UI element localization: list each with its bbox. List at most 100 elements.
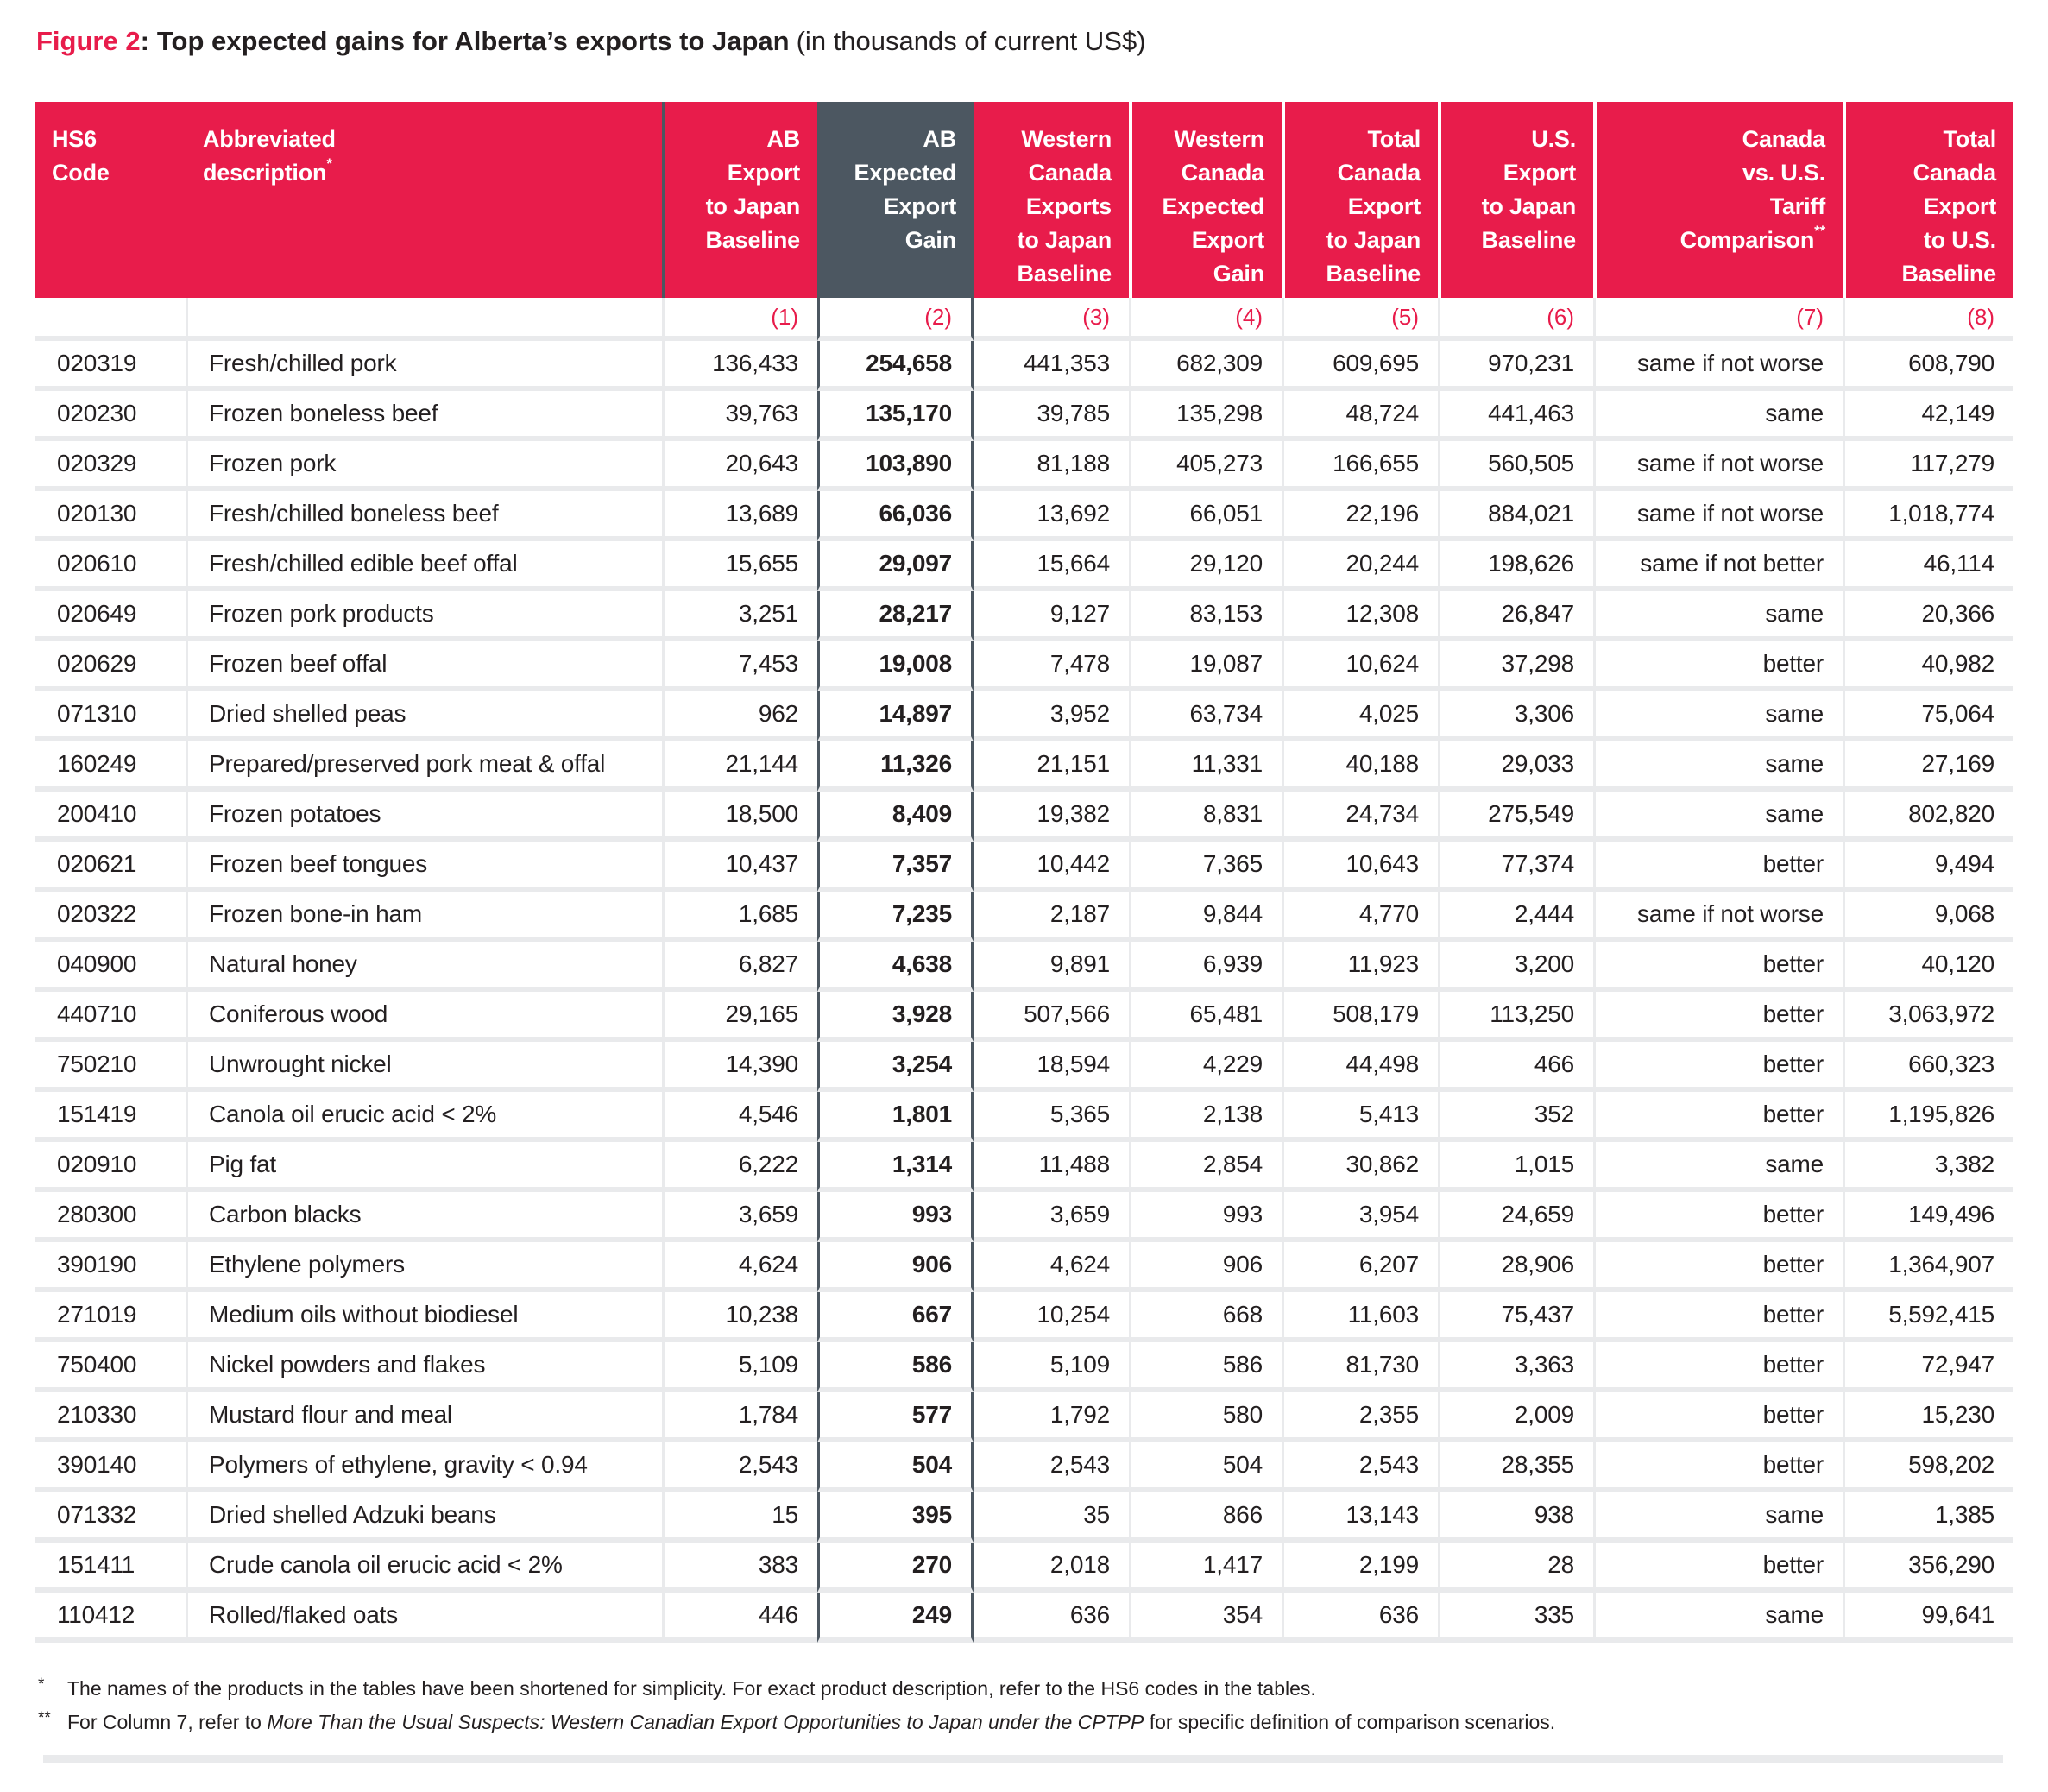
cell-wc_base: 9,891 <box>974 942 1129 992</box>
cell-wc_base: 2,543 <box>974 1442 1129 1492</box>
cell-desc: Frozen beef offal <box>186 641 662 691</box>
cell-ab_gain: 8,409 <box>817 792 974 842</box>
cell-tariff: same <box>1593 691 1843 741</box>
header-footnote-marker: ** <box>1814 223 1825 239</box>
cell-wc_base: 21,151 <box>974 741 1129 792</box>
cell-ab_base: 10,437 <box>662 842 817 892</box>
cell-ca_base: 13,143 <box>1282 1492 1438 1543</box>
cell-code: 020329 <box>35 441 186 491</box>
cell-us_base: 3,306 <box>1438 691 1593 741</box>
figure-title-text: Top expected gains for Alberta’s exports… <box>156 26 790 56</box>
cell-ab_base: 15,655 <box>662 541 817 591</box>
cell-ca_base: 4,025 <box>1282 691 1438 741</box>
cell-code: 440710 <box>35 992 186 1042</box>
cell-ab_gain: 993 <box>817 1192 974 1242</box>
cell-desc: Crude canola oil erucic acid < 2% <box>186 1543 662 1593</box>
cell-wc_gain: 354 <box>1129 1593 1282 1643</box>
table-row: 750210 Unwrought nickel 14,390 3,254 18,594 4… <box>35 1042 2013 1092</box>
cell-code: 020319 <box>35 341 186 391</box>
cell-ab_base: 4,546 <box>662 1092 817 1142</box>
table-row: 071332 Dried shelled Adzuki beans 15 395 35 8… <box>35 1492 2013 1543</box>
cell-desc: Ethylene polymers <box>186 1242 662 1292</box>
cell-wc_base: 441,353 <box>974 341 1129 391</box>
column-number-tariff: (7) <box>1593 298 1843 341</box>
cell-wc_base: 19,382 <box>974 792 1129 842</box>
cell-us_base: 335 <box>1438 1593 1593 1643</box>
table-row: 151419 Canola oil erucic acid < 2% 4,546 1,… <box>35 1092 2013 1142</box>
table-row: 020322 Frozen bone-in ham 1,685 7,235 2,187 9… <box>35 892 2013 942</box>
header-row: HS6 Code Abbreviated description* AB Expor… <box>35 102 2013 298</box>
cell-tariff: better <box>1593 1242 1843 1292</box>
cell-ab_gain: 1,801 <box>817 1092 974 1142</box>
cell-wc_base: 2,187 <box>974 892 1129 942</box>
cell-us_base: 28 <box>1438 1543 1593 1593</box>
table-row: 020629 Frozen beef offal 7,453 19,008 7,478 1… <box>35 641 2013 691</box>
cell-ab_gain: 254,658 <box>817 341 974 391</box>
cell-ab_gain: 29,097 <box>817 541 974 591</box>
column-header-ca_base: Total Canada Export to Japan Baseline <box>1282 102 1438 298</box>
cell-desc: Mustard flour and meal <box>186 1392 662 1442</box>
cell-ab_base: 1,685 <box>662 892 817 942</box>
cell-us_base: 2,444 <box>1438 892 1593 942</box>
cell-wc_gain: 866 <box>1129 1492 1282 1543</box>
cell-tariff: better <box>1593 641 1843 691</box>
cell-ab_gain: 586 <box>817 1342 974 1392</box>
cell-tariff: same <box>1593 1593 1843 1643</box>
cell-ca_us: 9,494 <box>1843 842 2013 892</box>
cell-tariff: better <box>1593 1192 1843 1242</box>
cell-ab_gain: 249 <box>817 1593 974 1643</box>
footnote-1: * The names of the products in the tables… <box>38 1673 1555 1707</box>
cell-ab_base: 4,624 <box>662 1242 817 1292</box>
table-row: 210330 Mustard flour and meal 1,784 577 1,79… <box>35 1392 2013 1442</box>
cell-ca_us: 149,496 <box>1843 1192 2013 1242</box>
column-header-ab_base: AB Export to Japan Baseline <box>662 102 817 298</box>
cell-tariff: same <box>1593 591 1843 641</box>
cell-ab_gain: 7,357 <box>817 842 974 892</box>
cell-us_base: 198,626 <box>1438 541 1593 591</box>
table-row: 390190 Ethylene polymers 4,624 906 4,624 906 6… <box>35 1242 2013 1292</box>
cell-code: 020130 <box>35 491 186 541</box>
column-number-us_base: (6) <box>1438 298 1593 341</box>
cell-ca_base: 3,954 <box>1282 1192 1438 1242</box>
cell-us_base: 560,505 <box>1438 441 1593 491</box>
table-row: 040900 Natural honey 6,827 4,638 9,891 6,939 1… <box>35 942 2013 992</box>
cell-ca_us: 1,385 <box>1843 1492 2013 1543</box>
cell-code: 071310 <box>35 691 186 741</box>
column-number-wc_base: (3) <box>974 298 1129 341</box>
cell-code: 020322 <box>35 892 186 942</box>
cell-ca_us: 1,195,826 <box>1843 1092 2013 1142</box>
cell-ca_base: 11,923 <box>1282 942 1438 992</box>
cell-wc_base: 1,792 <box>974 1392 1129 1442</box>
cell-ab_gain: 135,170 <box>817 391 974 441</box>
cell-desc: Frozen potatoes <box>186 792 662 842</box>
table-row: 750400 Nickel powders and flakes 5,109 586 5… <box>35 1342 2013 1392</box>
cell-wc_gain: 682,309 <box>1129 341 1282 391</box>
cell-us_base: 275,549 <box>1438 792 1593 842</box>
cell-wc_gain: 9,844 <box>1129 892 1282 942</box>
cell-ca_us: 40,982 <box>1843 641 2013 691</box>
cell-ca_us: 598,202 <box>1843 1442 2013 1492</box>
table-row: 020649 Frozen pork products 3,251 28,217 9,1… <box>35 591 2013 641</box>
cell-ab_gain: 14,897 <box>817 691 974 741</box>
cell-us_base: 75,437 <box>1438 1292 1593 1342</box>
table-row: 020319 Fresh/chilled pork 136,433 254,658 44… <box>35 341 2013 391</box>
cell-tariff: same <box>1593 391 1843 441</box>
table-row: 020130 Fresh/chilled boneless beef 13,689 6… <box>35 491 2013 541</box>
cell-us_base: 113,250 <box>1438 992 1593 1042</box>
column-number-desc <box>186 298 662 341</box>
cell-ab_base: 2,543 <box>662 1442 817 1492</box>
cell-tariff: better <box>1593 1442 1843 1492</box>
cell-us_base: 37,298 <box>1438 641 1593 691</box>
cell-code: 071332 <box>35 1492 186 1543</box>
cell-ab_gain: 66,036 <box>817 491 974 541</box>
cell-tariff: same <box>1593 792 1843 842</box>
header-footnote-marker: * <box>326 155 332 172</box>
cell-wc_gain: 993 <box>1129 1192 1282 1242</box>
table-row: 020329 Frozen pork 20,643 103,890 81,188 405,… <box>35 441 2013 491</box>
cell-desc: Frozen bone-in ham <box>186 892 662 942</box>
cell-desc: Coniferous wood <box>186 992 662 1042</box>
cell-us_base: 26,847 <box>1438 591 1593 641</box>
column-header-desc: Abbreviated description* <box>186 102 662 298</box>
cell-ab_base: 3,659 <box>662 1192 817 1242</box>
